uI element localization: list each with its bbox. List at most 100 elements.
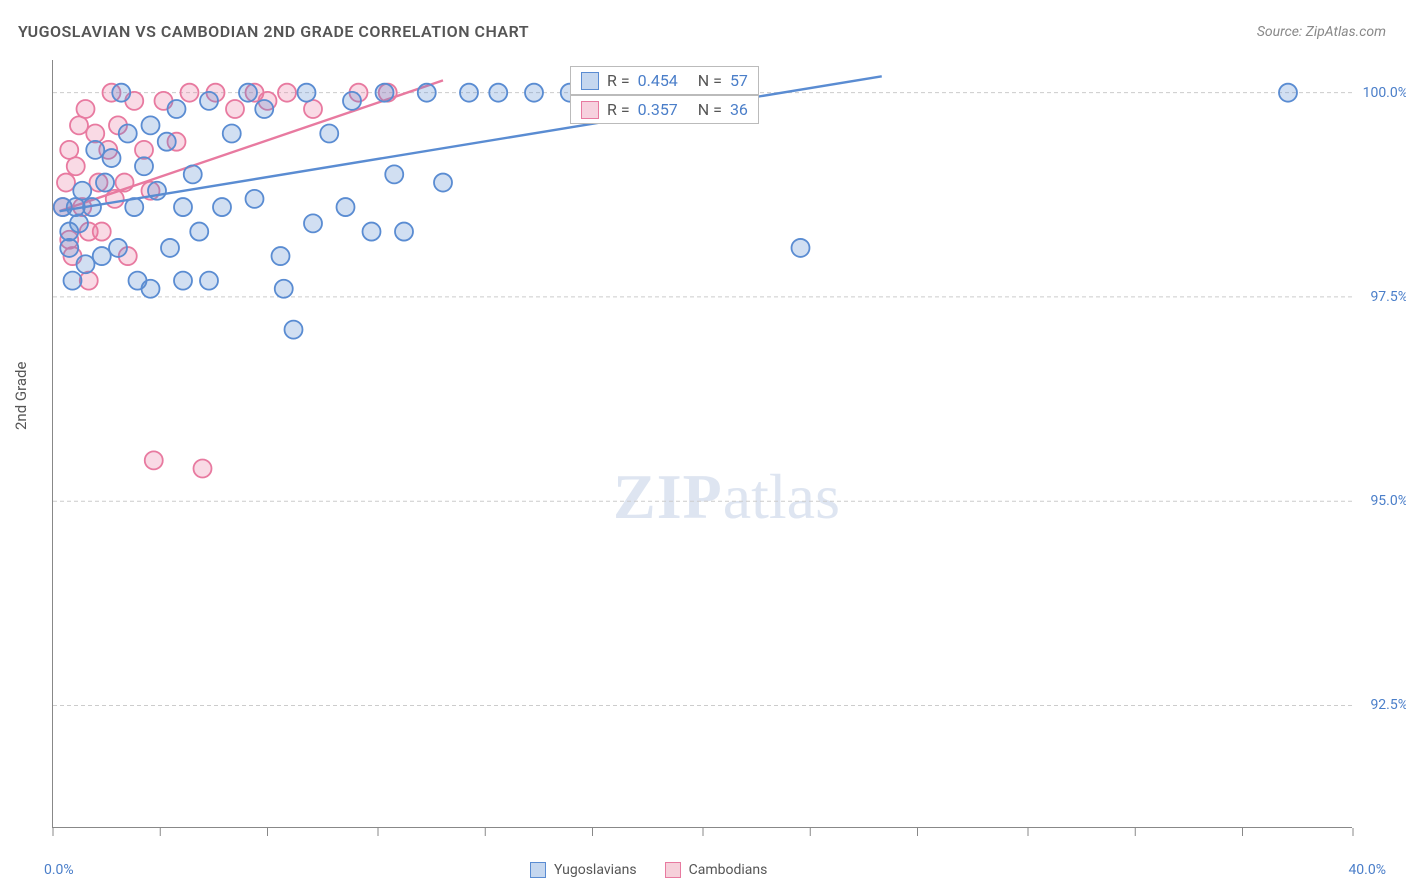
data-point-yugoslavians [285, 321, 303, 339]
data-point-yugoslavians [174, 272, 192, 290]
data-point-yugoslavians [109, 239, 127, 257]
data-point-yugoslavians [60, 239, 78, 257]
data-point-cambodians [278, 84, 296, 102]
data-point-cambodians [116, 174, 134, 192]
data-point-yugoslavians [142, 280, 160, 298]
stat-r-label: R = [607, 100, 630, 119]
data-point-cambodians [86, 125, 104, 143]
legend-label: Cambodians [689, 862, 768, 878]
data-point-yugoslavians [161, 239, 179, 257]
data-point-cambodians [304, 100, 322, 118]
data-point-yugoslavians [363, 223, 381, 241]
data-point-yugoslavians [792, 239, 810, 257]
data-point-yugoslavians [142, 116, 160, 134]
x-axis-label-left: 0.0% [44, 862, 74, 878]
data-point-cambodians [93, 223, 111, 241]
swatch-icon [530, 862, 546, 878]
data-point-cambodians [70, 116, 88, 134]
legend: Yugoslavians Cambodians [530, 862, 767, 878]
swatch-icon [581, 101, 599, 119]
data-point-yugoslavians [223, 125, 241, 143]
data-point-yugoslavians [213, 198, 231, 216]
data-point-yugoslavians [73, 182, 91, 200]
plot-svg [53, 60, 1352, 827]
stat-box-yugoslavians: R = 0.454 N = 57 [570, 66, 759, 95]
y-axis-title: 2nd Grade [12, 362, 30, 430]
data-point-cambodians [194, 460, 212, 478]
data-point-yugoslavians [275, 280, 293, 298]
data-point-yugoslavians [112, 84, 130, 102]
data-point-yugoslavians [67, 198, 85, 216]
stat-n-value: 36 [730, 100, 748, 119]
data-point-cambodians [77, 100, 95, 118]
data-point-yugoslavians [184, 165, 202, 183]
data-point-yugoslavians [343, 92, 361, 110]
data-point-yugoslavians [64, 272, 82, 290]
data-point-yugoslavians [174, 198, 192, 216]
swatch-icon [665, 862, 681, 878]
data-point-yugoslavians [125, 198, 143, 216]
stat-r-value: 0.357 [638, 100, 678, 119]
data-point-yugoslavians [460, 84, 478, 102]
data-point-yugoslavians [525, 84, 543, 102]
data-point-yugoslavians [304, 214, 322, 232]
data-point-yugoslavians [298, 84, 316, 102]
data-point-yugoslavians [239, 84, 257, 102]
data-point-yugoslavians [83, 198, 101, 216]
data-point-cambodians [181, 84, 199, 102]
data-point-yugoslavians [103, 149, 121, 167]
y-tick-label: 97.5% [1370, 289, 1406, 305]
data-point-yugoslavians [158, 133, 176, 151]
data-point-yugoslavians [168, 100, 186, 118]
stat-box-cambodians: R = 0.357 N = 36 [570, 95, 759, 124]
plot-area: ZIPatlas 92.5%95.0%97.5%100.0% [52, 60, 1352, 828]
data-point-cambodians [226, 100, 244, 118]
stat-r-value: 0.454 [638, 71, 678, 90]
data-point-yugoslavians [77, 255, 95, 273]
data-point-yugoslavians [200, 272, 218, 290]
data-point-cambodians [57, 174, 75, 192]
data-point-cambodians [135, 141, 153, 159]
data-point-cambodians [106, 190, 124, 208]
data-point-cambodians [145, 451, 163, 469]
legend-item-cambodians: Cambodians [665, 862, 768, 878]
stat-n-label: N = [698, 100, 722, 119]
data-point-yugoslavians [148, 182, 166, 200]
data-point-cambodians [80, 272, 98, 290]
chart-title: YUGOSLAVIAN VS CAMBODIAN 2ND GRADE CORRE… [18, 22, 529, 41]
data-point-yugoslavians [434, 174, 452, 192]
x-axis-label-right: 40.0% [1348, 862, 1386, 878]
data-point-yugoslavians [272, 247, 290, 265]
data-point-yugoslavians [320, 125, 338, 143]
data-point-cambodians [60, 141, 78, 159]
data-point-yugoslavians [395, 223, 413, 241]
data-point-yugoslavians [385, 165, 403, 183]
y-tick-label: 92.5% [1370, 697, 1406, 713]
data-point-yugoslavians [93, 247, 111, 265]
data-point-yugoslavians [200, 92, 218, 110]
data-point-yugoslavians [489, 84, 507, 102]
stat-r-label: R = [607, 71, 630, 90]
legend-item-yugoslavians: Yugoslavians [530, 862, 637, 878]
data-point-yugoslavians [135, 157, 153, 175]
y-tick-label: 95.0% [1370, 493, 1406, 509]
swatch-icon [581, 72, 599, 90]
stat-n-label: N = [698, 71, 722, 90]
data-point-yugoslavians [1279, 84, 1297, 102]
source-label: Source: ZipAtlas.com [1257, 24, 1386, 40]
data-point-yugoslavians [119, 125, 137, 143]
data-point-yugoslavians [96, 174, 114, 192]
legend-label: Yugoslavians [554, 862, 637, 878]
data-point-yugoslavians [190, 223, 208, 241]
data-point-yugoslavians [246, 190, 264, 208]
data-point-yugoslavians [418, 84, 436, 102]
y-tick-label: 100.0% [1363, 85, 1406, 101]
stat-n-value: 57 [730, 71, 748, 90]
data-point-yugoslavians [337, 198, 355, 216]
chart-container: YUGOSLAVIAN VS CAMBODIAN 2ND GRADE CORRE… [0, 0, 1406, 892]
data-point-yugoslavians [255, 100, 273, 118]
data-point-yugoslavians [70, 214, 88, 232]
data-point-cambodians [67, 157, 85, 175]
data-point-yugoslavians [376, 84, 394, 102]
data-point-yugoslavians [86, 141, 104, 159]
